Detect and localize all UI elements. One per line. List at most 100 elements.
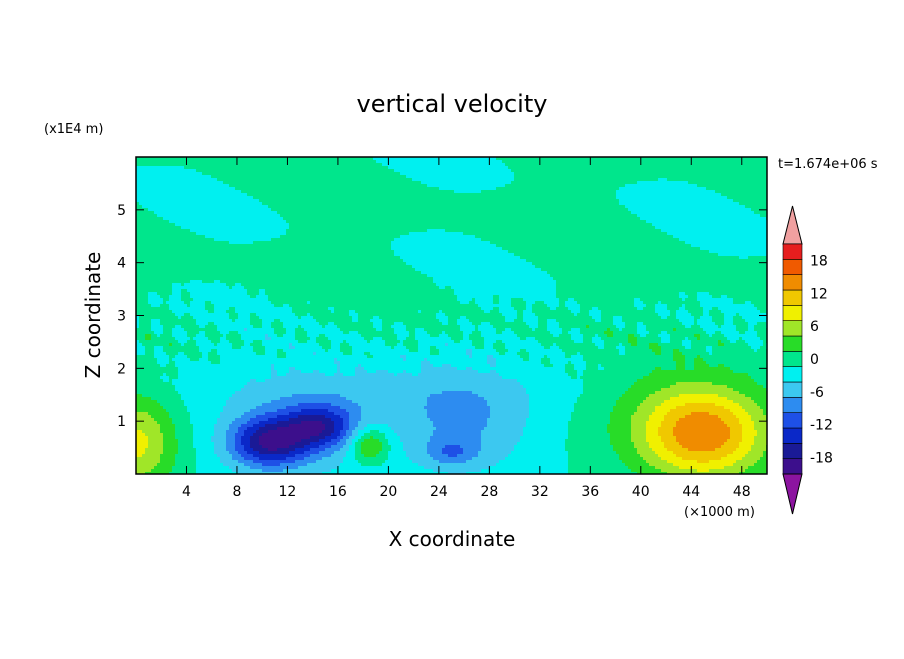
contour-cell	[406, 187, 409, 190]
contour-cell	[532, 196, 535, 199]
contour-cell	[187, 199, 190, 202]
contour-cell	[631, 187, 634, 190]
contour-cell	[154, 211, 157, 214]
contour-cell	[415, 166, 418, 169]
contour-cell	[166, 223, 169, 226]
contour-cell	[445, 160, 448, 163]
contour-cell	[295, 190, 298, 193]
contour-cell	[286, 208, 289, 211]
contour-cell	[448, 202, 451, 205]
contour-cell	[262, 178, 265, 181]
contour-cell	[604, 184, 607, 187]
contour-cell	[445, 205, 448, 208]
contour-cell	[688, 187, 691, 190]
contour-cell	[148, 205, 151, 208]
contour-cell	[637, 172, 640, 175]
contour-cell	[328, 199, 331, 202]
contour-cell	[460, 172, 463, 175]
contour-cell	[166, 166, 169, 169]
contour-cell	[382, 187, 385, 190]
contour-cell	[214, 226, 217, 229]
contour-cell	[139, 181, 142, 184]
contour-cell	[562, 220, 565, 223]
contour-cell	[529, 220, 532, 223]
contour-cell	[412, 211, 415, 214]
contour-cell	[295, 217, 298, 220]
contour-cell	[601, 208, 604, 211]
contour-cell	[247, 226, 250, 229]
contour-cell	[445, 184, 448, 187]
contour-cell	[607, 193, 610, 196]
contour-cell	[475, 208, 478, 211]
contour-cell	[352, 187, 355, 190]
contour-cell	[502, 178, 505, 181]
contour-cell	[550, 214, 553, 217]
contour-cell	[211, 181, 214, 184]
contour-cell	[481, 217, 484, 220]
contour-cell	[475, 187, 478, 190]
contour-cell	[163, 199, 166, 202]
contour-cell	[664, 172, 667, 175]
contour-cell	[256, 166, 259, 169]
contour-cell	[499, 163, 502, 166]
contour-cell	[181, 208, 184, 211]
contour-cell	[364, 184, 367, 187]
contour-cell	[565, 160, 568, 163]
contour-cell	[562, 178, 565, 181]
contour-cell	[235, 175, 238, 178]
contour-cell	[649, 169, 652, 172]
contour-cell	[187, 160, 190, 163]
contour-cell	[418, 187, 421, 190]
contour-cell	[505, 169, 508, 172]
contour-cell	[694, 190, 697, 193]
contour-cell	[457, 187, 460, 190]
contour-cell	[631, 223, 634, 226]
contour-cell	[592, 214, 595, 217]
contour-cell	[706, 187, 709, 190]
contour-cell	[451, 208, 454, 211]
contour-cell	[247, 208, 250, 211]
contour-cell	[430, 199, 433, 202]
contour-cell	[760, 172, 763, 175]
contour-cell	[718, 172, 721, 175]
contour-cell	[178, 226, 181, 229]
contour-cell	[700, 202, 703, 205]
contour-cell	[337, 214, 340, 217]
contour-cell	[340, 214, 343, 217]
contour-cell	[529, 190, 532, 193]
contour-cell	[148, 184, 151, 187]
contour-cell	[394, 205, 397, 208]
contour-cell	[427, 166, 430, 169]
contour-cell	[625, 217, 628, 220]
contour-cell	[622, 223, 625, 226]
contour-cell	[319, 208, 322, 211]
contour-cell	[328, 193, 331, 196]
contour-cell	[214, 184, 217, 187]
contour-cell	[721, 184, 724, 187]
contour-cell	[553, 190, 556, 193]
contour-cell	[430, 202, 433, 205]
contour-cell	[373, 181, 376, 184]
contour-cell	[757, 193, 760, 196]
contour-cell	[415, 214, 418, 217]
contour-cell	[262, 223, 265, 226]
contour-cell	[208, 163, 211, 166]
contour-cell	[388, 178, 391, 181]
contour-cell	[469, 193, 472, 196]
contour-cell	[562, 184, 565, 187]
contour-cell	[652, 160, 655, 163]
contour-cell	[235, 214, 238, 217]
contour-cell	[229, 166, 232, 169]
contour-cell	[268, 187, 271, 190]
contour-cell	[490, 190, 493, 193]
contour-cell	[373, 160, 376, 163]
contour-cell	[217, 187, 220, 190]
contour-cell	[361, 223, 364, 226]
contour-cell	[589, 169, 592, 172]
contour-cell	[355, 199, 358, 202]
contour-cell	[562, 181, 565, 184]
contour-cell	[658, 208, 661, 211]
contour-cell	[457, 160, 460, 163]
contour-cell	[550, 190, 553, 193]
contour-cell	[415, 163, 418, 166]
